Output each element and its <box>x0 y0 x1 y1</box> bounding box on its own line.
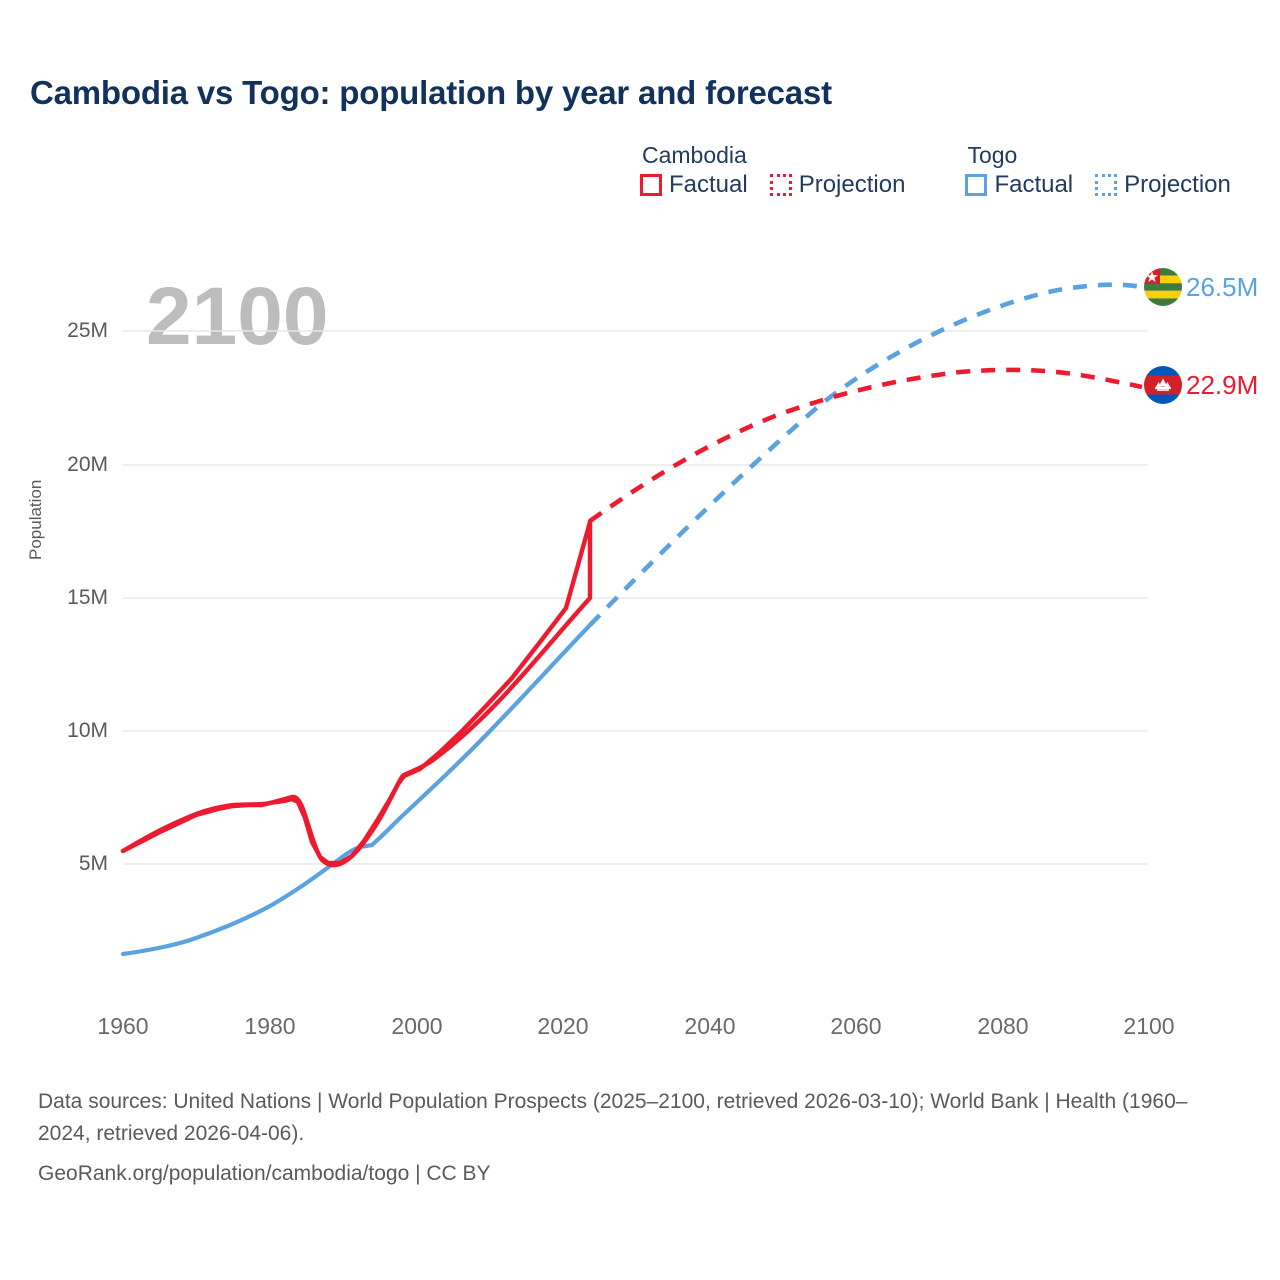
legend-item-togo-projection[interactable]: Projection <box>1095 173 1231 197</box>
legend-item-label: Projection <box>798 171 906 199</box>
gridlines <box>123 330 1148 865</box>
chart-legend: Cambodia Factual Projection Togo Factual <box>640 143 1231 197</box>
y-axis-title: Population <box>26 479 45 560</box>
x-tick-label: 2040 <box>684 1013 736 1039</box>
x-tick-label: 2020 <box>537 1013 589 1039</box>
y-tick-label: 15M <box>67 586 108 609</box>
legend-group-cambodia: Cambodia Factual Projection <box>640 143 905 197</box>
legend-item-label: Projection <box>1124 171 1231 199</box>
legend-item-cambodia-factual[interactable]: Factual <box>640 173 748 197</box>
endpoint-value: 26.5M <box>1186 272 1259 302</box>
x-tick-label: 1960 <box>97 1013 149 1039</box>
legend-group-togo: Togo Factual Projection <box>965 142 1231 197</box>
legend-item-label: Factual <box>669 171 748 199</box>
year-watermark: 2100 <box>146 271 329 362</box>
legend-swatch-dotted-icon <box>1095 174 1118 197</box>
legend-swatch-solid-icon <box>965 174 988 197</box>
y-tick-label: 10M <box>67 719 108 742</box>
footer-attribution[interactable]: GeoRank.org/population/cambodia/togo | C… <box>38 1161 491 1185</box>
footer-data-sources: Data sources: United Nations | World Pop… <box>38 1090 1188 1145</box>
endpoint-cambodia[interactable]: 22.9M <box>1144 366 1258 404</box>
legend-row: Factual Projection <box>965 173 1231 197</box>
legend-item-togo-factual[interactable]: Factual <box>965 173 1073 197</box>
endpoint-value: 22.9M <box>1186 370 1259 400</box>
legend-country-label: Togo <box>967 142 1018 168</box>
legend-country-label: Cambodia <box>642 142 747 168</box>
legend-swatch-dotted-icon <box>769 174 792 197</box>
x-tick-label: 2100 <box>1123 1013 1175 1039</box>
x-tick-label: 1980 <box>244 1013 296 1039</box>
y-tick-label: 25M <box>67 319 108 342</box>
x-tick-label: 2060 <box>830 1013 882 1039</box>
series-line-cambodia-factual-detail <box>120 519 593 866</box>
y-tick-label: 5M <box>78 852 108 875</box>
y-tick-label: 20M <box>67 453 108 476</box>
x-tick-label: 2080 <box>977 1013 1029 1039</box>
legend-row: Factual Projection <box>640 173 905 197</box>
series-line-cambodia-projection <box>588 367 1143 523</box>
endpoint-togo[interactable]: 26.5M <box>1144 268 1258 306</box>
footer: Data sources: United Nations | World Pop… <box>38 1086 1238 1190</box>
page-title: Cambodia vs Togo: population by year and… <box>30 74 832 111</box>
series-line-togo-projection <box>588 282 1143 627</box>
legend-item-label: Factual <box>994 171 1074 199</box>
cambodia-flag-icon <box>1144 366 1182 404</box>
legend-item-cambodia-projection[interactable]: Projection <box>769 171 906 199</box>
x-tick-label: 2000 <box>391 1013 443 1039</box>
togo-flag-icon <box>1144 268 1182 306</box>
legend-swatch-solid-icon <box>640 174 662 197</box>
